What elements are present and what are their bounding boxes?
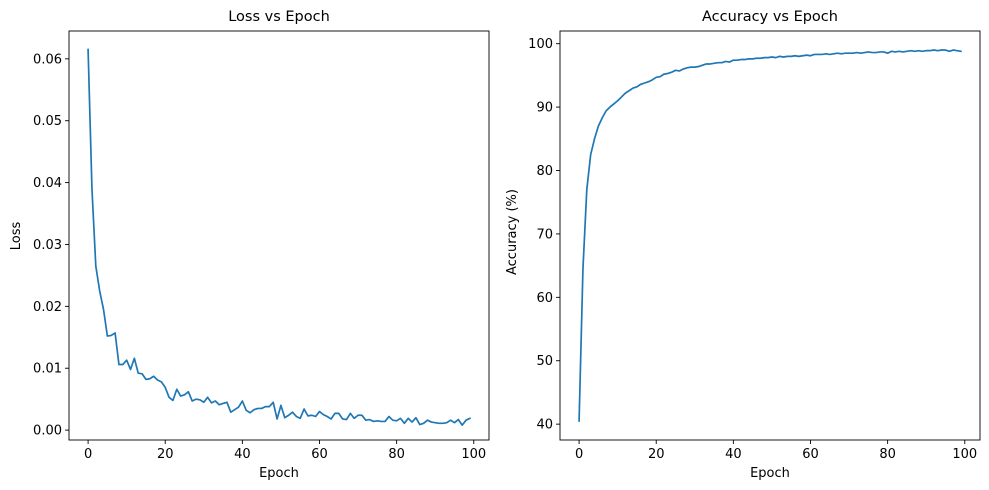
accuracy-chart-title: Accuracy vs Epoch [702,9,838,25]
accuracy-xtick-label: 0 [575,447,583,462]
loss-ytick-label: 0.03 [33,238,62,253]
loss-ytick-label: 0.06 [33,52,62,67]
accuracy-ytick-label: 60 [536,291,553,306]
loss-line [87,48,472,426]
accuracy-ytick-label: 80 [536,164,553,179]
loss-ytick-label: 0.04 [33,176,62,191]
loss-ytick-label: 0.02 [33,300,62,315]
loss-chart-ticks: 0 20 40 60 80 100 0.00 0.01 0.02 0.03 0.04 0.05 0.06 [33,52,486,462]
accuracy-ytick-label: 50 [536,354,553,369]
loss-ytick-label: 0.00 [33,424,62,439]
loss-xtick-label: 80 [388,447,405,462]
loss-chart-title: Loss vs Epoch [228,9,330,25]
accuracy-line [578,49,962,422]
loss-ytick-label: 0.05 [33,114,62,129]
accuracy-ytick-label: 100 [528,37,553,52]
accuracy-chart-frame [559,30,981,441]
accuracy-ytick-label: 90 [536,101,553,116]
loss-xtick-label: 0 [84,447,92,462]
loss-xtick-label: 100 [461,447,486,462]
loss-chart-ylabel: Loss [9,222,24,251]
loss-xtick-label: 40 [234,447,251,462]
accuracy-xtick-label: 40 [725,447,742,462]
accuracy-xtick-label: 60 [802,447,819,462]
accuracy-ytick-label: 70 [536,227,553,242]
accuracy-xtick-label: 80 [879,447,896,462]
loss-chart-frame [68,30,490,441]
loss-chart-xlabel: Epoch [259,466,299,481]
accuracy-xtick-label: 100 [952,447,977,462]
accuracy-chart: Accuracy vs Epoch Epoch Accuracy (%) 0 20… [505,9,981,481]
loss-chart: Loss vs Epoch Epoch Loss 0 20 40 60 80 100 0.0… [9,9,490,481]
accuracy-chart-ticks: 0 20 40 60 80 100 40 50 60 70 80 90 100 [528,37,977,462]
loss-xtick-label: 60 [311,447,328,462]
accuracy-chart-xlabel: Epoch [750,466,790,481]
loss-ytick-label: 0.01 [33,362,62,377]
accuracy-ytick-label: 40 [536,418,553,433]
loss-xtick-label: 20 [157,447,174,462]
accuracy-chart-ylabel: Accuracy (%) [505,189,520,275]
accuracy-xtick-label: 20 [648,447,665,462]
